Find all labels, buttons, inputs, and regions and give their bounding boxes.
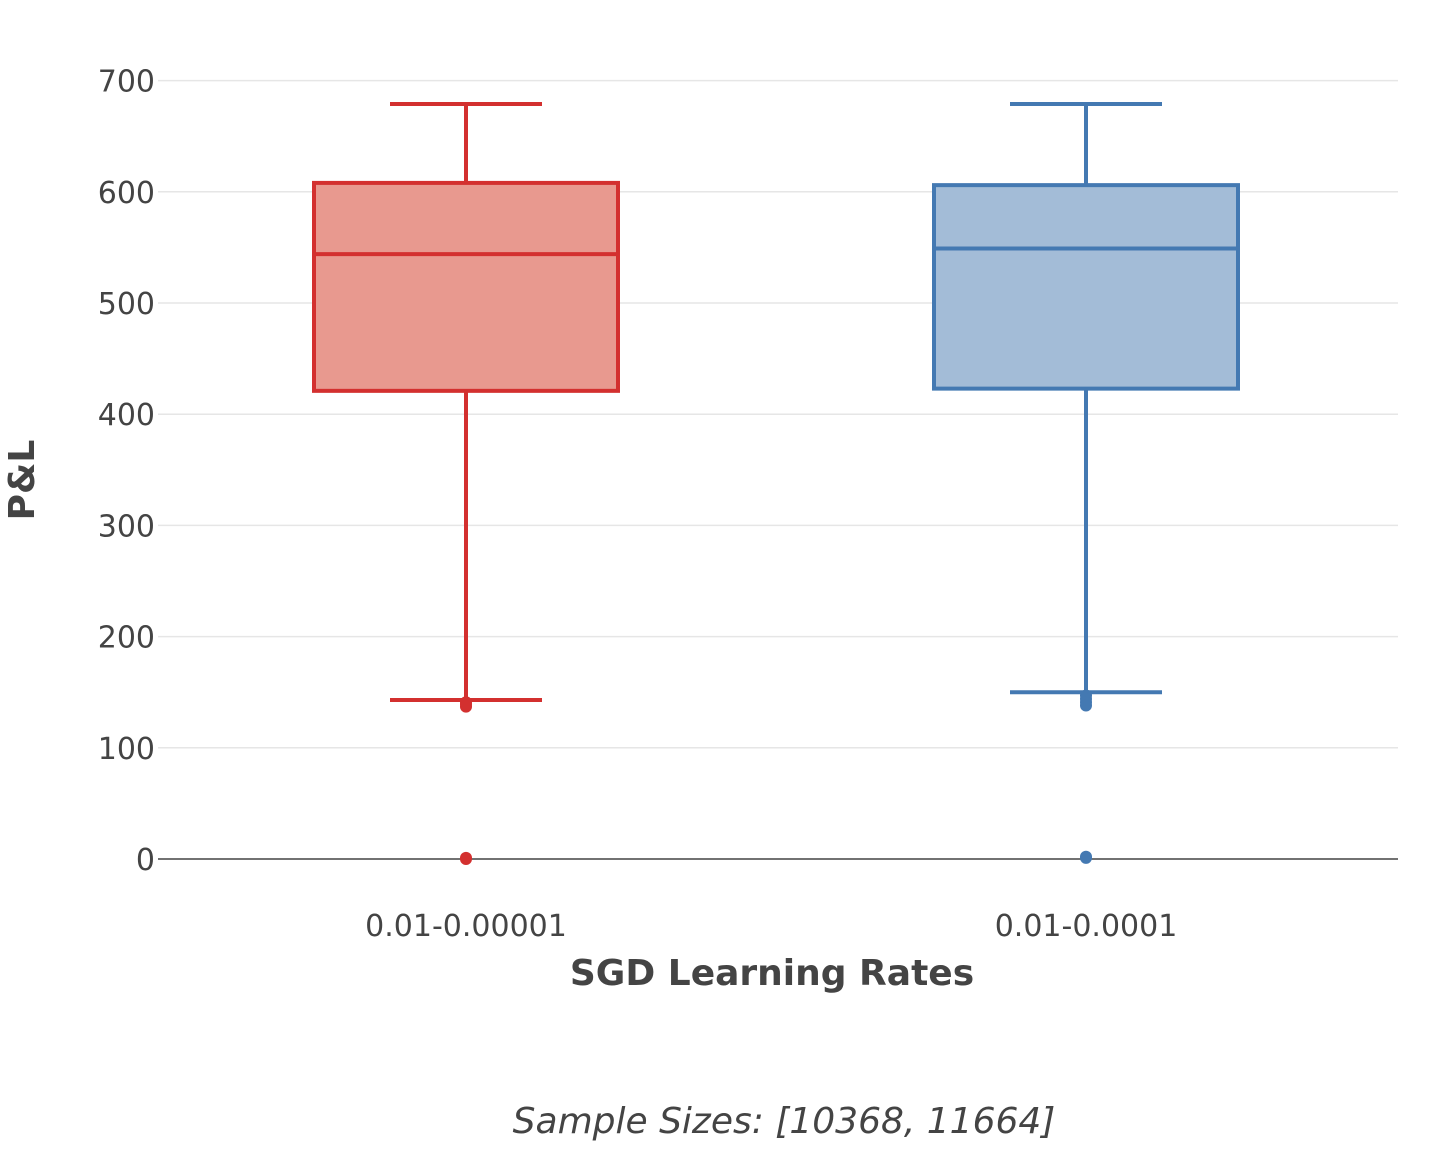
x-tick-label-1: 0.01-0.00001 — [365, 909, 567, 944]
y-tick-label-200: 200 — [98, 621, 155, 656]
x-tick-label-2: 0.01-0.0001 — [995, 909, 1178, 944]
iqr-box — [932, 183, 1240, 391]
outlier-point — [460, 700, 472, 713]
y-tick-label-300: 300 — [98, 509, 155, 544]
y-tick-label-600: 600 — [98, 176, 155, 211]
outlier-point — [1080, 851, 1092, 864]
iqr-box — [312, 180, 620, 393]
y-axis-ticks: 0 100 200 300 400 500 600 700 — [98, 65, 155, 878]
box-2 — [932, 101, 1240, 864]
y-tick-label-400: 400 — [98, 398, 155, 433]
y-tick-label-0: 0 — [136, 843, 155, 878]
y-tick-label-100: 100 — [98, 732, 155, 767]
y-tick-label-500: 500 — [98, 287, 155, 322]
y-axis-title: P&L — [2, 440, 43, 521]
y-tick-label-700: 700 — [98, 65, 155, 100]
gridlines — [158, 79, 1398, 749]
outlier-point — [460, 853, 472, 865]
outlier-point — [1080, 699, 1092, 712]
x-axis-ticks: 0.01-0.00001 0.01-0.0001 — [365, 909, 1177, 944]
box-1 — [312, 101, 620, 865]
sample-size-annotation: Sample Sizes: [10368, 11664] — [513, 1101, 1056, 1142]
boxes — [312, 101, 1240, 865]
x-axis-title: SGD Learning Rates — [570, 953, 974, 994]
